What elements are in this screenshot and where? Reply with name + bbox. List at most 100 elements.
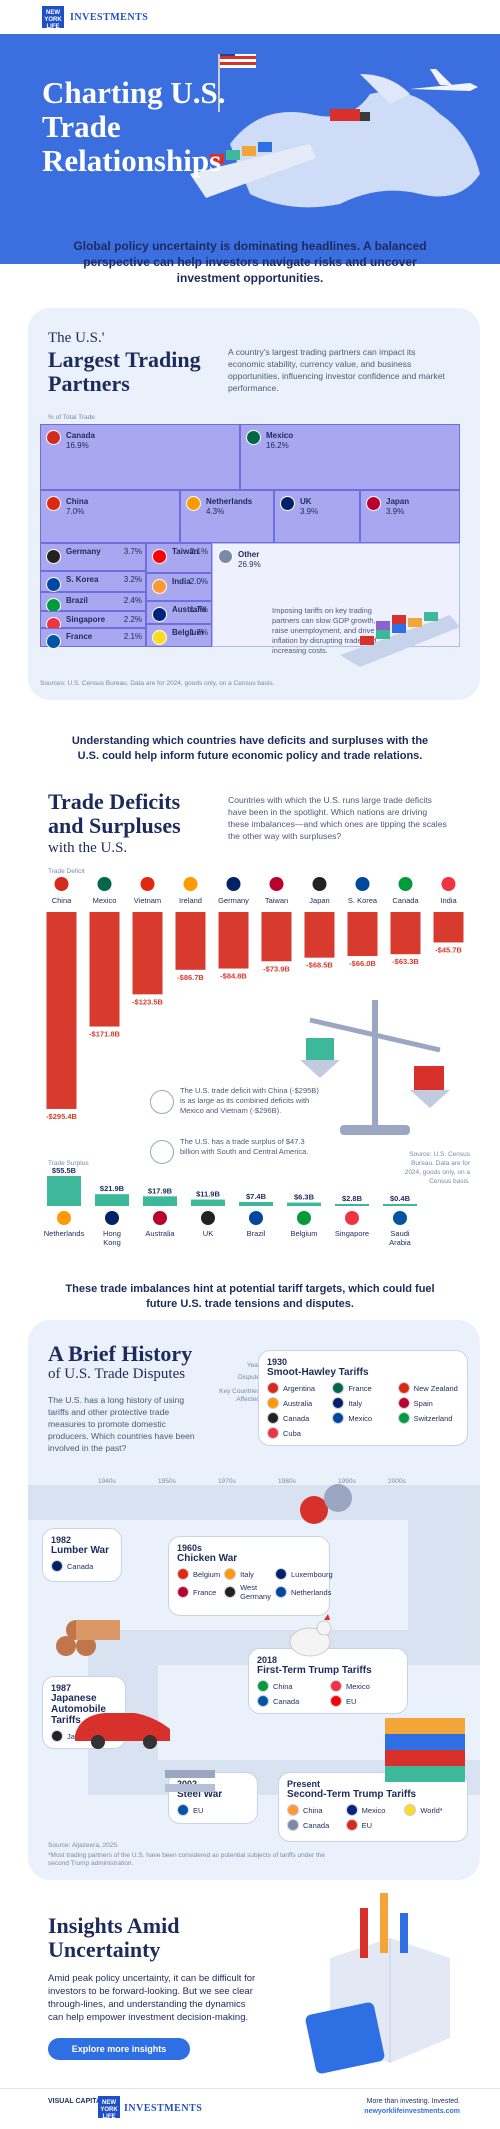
timeline-decade: 1980s xyxy=(278,1478,296,1485)
country-label: Canada xyxy=(283,1413,310,1423)
treemap-cell-singapore: Singapore 2.2% xyxy=(40,610,146,632)
treemap-label: France 2.1% xyxy=(66,631,142,641)
surplus-category-label: Arabia xyxy=(389,1238,412,1247)
deficit-value-label: -$171.8B xyxy=(89,1030,120,1039)
uk-flag-icon xyxy=(280,496,295,512)
treemap-cell-australia: Australia 1.7% xyxy=(146,601,212,625)
treemap-value: 7.0% xyxy=(66,507,85,517)
transition-text-1: Understanding which countries have defic… xyxy=(71,735,429,762)
surplus-bar-uk xyxy=(191,1199,225,1206)
event-year: 1987 xyxy=(51,1683,72,1693)
deficit-value-label: -$86.7B xyxy=(177,973,204,982)
affected-country: West Germany xyxy=(224,1583,271,1601)
france-flag-icon xyxy=(332,1382,345,1394)
treemap-value: 1.7% xyxy=(189,605,208,615)
surplus-value-label: $6.3B xyxy=(294,1193,315,1202)
brand-name: INVESTMENTS xyxy=(70,11,149,23)
affected-country: Italy xyxy=(224,1568,271,1580)
treemap-cell-japan: Japan 3.9% xyxy=(360,490,460,543)
box-chart-calculator-icon xyxy=(305,1893,450,2074)
affected-country: Mexico xyxy=(345,1804,401,1816)
country-label: Netherlands xyxy=(290,1587,332,1597)
treemap-label: Netherlands 4.3% xyxy=(206,497,253,517)
new-zealand-flag-icon xyxy=(397,1382,410,1394)
country-label: Mexico xyxy=(348,1413,373,1423)
top-header: NEW YORK LIFE INVESTMENTS xyxy=(0,0,500,34)
treemap-cell-china: China 7.0% xyxy=(40,490,180,543)
surplus-bar-singapore xyxy=(335,1204,369,1206)
treemap-cell-mexico: Mexico 16.2% xyxy=(240,424,460,491)
affected-country: Mexico xyxy=(330,1680,399,1692)
footer-url[interactable]: newyorklifeinvestments.com xyxy=(364,2108,460,2115)
event-name: Steel War xyxy=(177,1789,223,1800)
surplus-bar-saudi-arabia xyxy=(383,1204,417,1206)
country-label: EU xyxy=(361,1820,373,1830)
mexico-flag-icon xyxy=(332,1412,345,1424)
treemap-cell-brazil: Brazil 2.4% xyxy=(40,592,146,614)
italy-flag-icon xyxy=(332,1397,345,1409)
canada-flag-icon xyxy=(46,430,61,445)
world-map-illustration xyxy=(190,54,480,208)
affected-country: Canada xyxy=(257,1695,326,1707)
deficit-category-label: Taiwan xyxy=(265,896,288,905)
explore-insights-button[interactable]: Explore more insights xyxy=(48,2038,190,2060)
surplus-bar-australia xyxy=(143,1196,177,1206)
affected-country: Canada xyxy=(287,1819,342,1831)
deficit-category-label: India xyxy=(440,896,457,905)
deficit-category-label: Vietnam xyxy=(134,896,161,905)
affected-country: World* xyxy=(404,1804,459,1816)
history-title-small: of U.S. Trade Disputes xyxy=(48,1366,186,1382)
belgium-flag-icon xyxy=(177,1568,189,1580)
surplus-category-label: Hong xyxy=(103,1229,121,1238)
country-label: Luxembourg xyxy=(290,1569,333,1579)
affected-country: Argentina xyxy=(267,1382,328,1394)
affected-country: Italy xyxy=(332,1397,393,1409)
deficit-bar-canada xyxy=(390,912,421,955)
india-flag-icon xyxy=(152,579,167,595)
netherlands-flag-icon xyxy=(274,1586,287,1598)
partners-source: Sources: U.S. Census Bureau. Data are fo… xyxy=(40,680,275,687)
other-flag-icon xyxy=(218,548,233,564)
deficit-bar-vietnam xyxy=(132,912,163,995)
china-flag-icon xyxy=(287,1804,299,1816)
event-year: 2018 xyxy=(257,1655,278,1665)
belgium-flag-icon xyxy=(297,1211,311,1225)
country-label: Italy xyxy=(240,1569,254,1579)
treemap-cell-india: India 2.0% xyxy=(146,573,212,602)
surplus-value-label: $7.4B xyxy=(246,1192,267,1201)
affected-country: EU xyxy=(330,1695,399,1707)
india-flag-icon xyxy=(441,877,456,891)
deficit-value-label: -$73.9B xyxy=(263,964,290,973)
legend-year: Year xyxy=(246,1362,260,1369)
affected-country: Canada xyxy=(51,1560,113,1572)
surplus-category-label: Saudi xyxy=(390,1229,410,1238)
country-label: Mexico xyxy=(361,1805,386,1815)
deficit-category-label: Canada xyxy=(392,896,419,905)
surplus-note: The U.S. has a trade surplus of $47.3 bi… xyxy=(180,1137,309,1156)
event-year: 1982 xyxy=(51,1535,72,1545)
ireland-flag-icon xyxy=(183,877,198,891)
deficit-bar-china xyxy=(46,912,77,1109)
history-description: The U.S. has a long history of using tar… xyxy=(48,1395,195,1453)
deficit-bar-s-korea xyxy=(347,912,378,956)
treemap-label: Brazil 2.4% xyxy=(66,596,142,606)
australia-flag-icon xyxy=(152,607,167,623)
surplus-category-label: Netherlands xyxy=(44,1229,85,1238)
legend-countries: Key Countries Affected xyxy=(219,1388,260,1403)
treemap-label: India 2.0% xyxy=(172,577,208,587)
france-flag-icon xyxy=(46,633,61,649)
treemap-value: 3.7% xyxy=(123,546,142,556)
hong-kong-flag-icon xyxy=(105,1211,119,1225)
canada-flag-icon xyxy=(51,1560,63,1572)
switzerland-flag-icon xyxy=(397,1412,410,1424)
treemap-cell-france: France 2.1% xyxy=(40,627,146,649)
surplus-value-label: $21.9B xyxy=(100,1184,125,1193)
world-flag-icon xyxy=(404,1804,417,1816)
treemap-cell-taiwan: Taiwan 2.1% xyxy=(146,542,212,574)
affected-country: Canada xyxy=(267,1412,328,1424)
netherlands-flag-icon xyxy=(186,496,201,512)
container-ship-icon xyxy=(340,612,460,667)
japan-flag-icon xyxy=(51,1730,63,1742)
surplus-value-label: $2.8B xyxy=(342,1194,363,1203)
china-flag-icon xyxy=(46,496,61,512)
